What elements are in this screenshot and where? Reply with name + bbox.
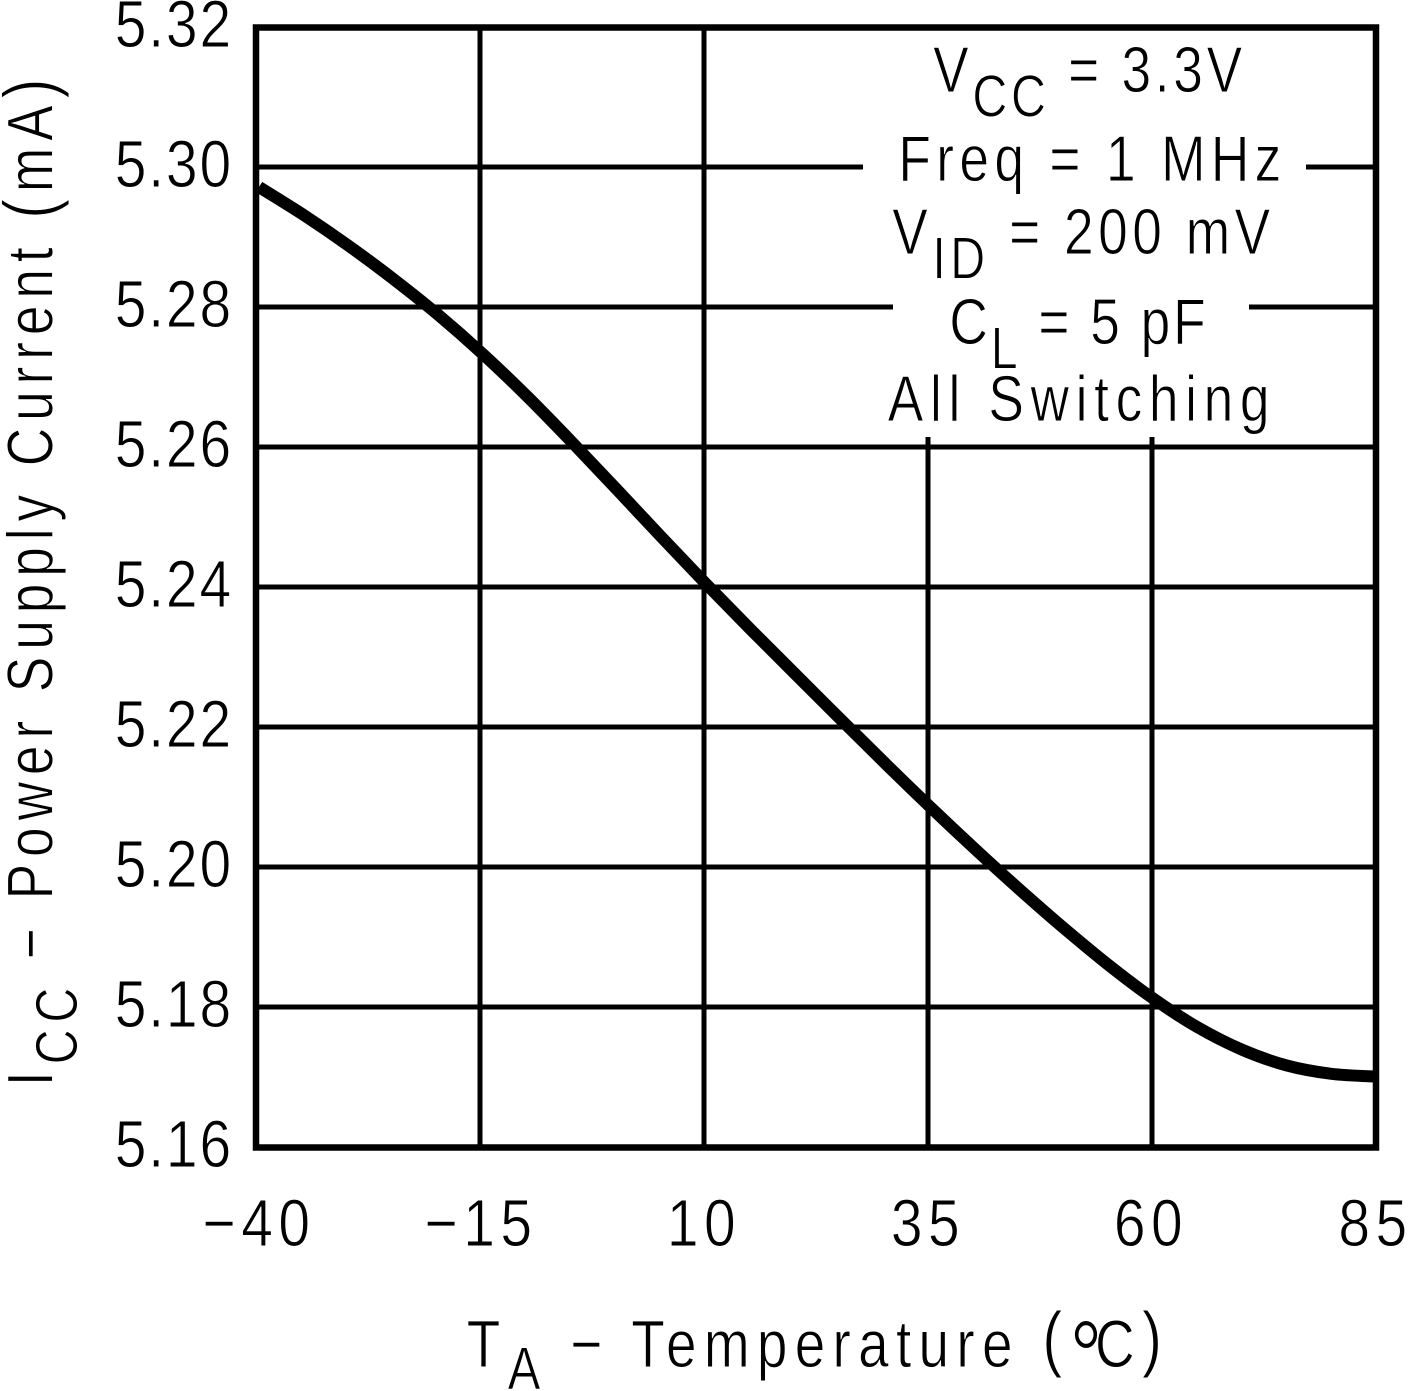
- svg-text:5.18: 5.18: [115, 968, 233, 1042]
- svg-text:5.20: 5.20: [115, 828, 233, 902]
- svg-text:All Switching: All Switching: [888, 362, 1276, 435]
- svg-text:−15: −15: [424, 1187, 537, 1261]
- svg-text:5.22: 5.22: [115, 688, 233, 762]
- svg-text:35: 35: [891, 1187, 965, 1261]
- svg-text:5.32: 5.32: [115, 0, 233, 62]
- svg-text:5.16: 5.16: [115, 1108, 233, 1182]
- svg-text:TA − Temperature (°C): TA − Temperature (°C): [467, 1298, 1169, 1391]
- svg-text:10: 10: [667, 1187, 741, 1261]
- svg-text:Freq = 1 MHz: Freq = 1 MHz: [898, 122, 1286, 195]
- svg-text:5.28: 5.28: [115, 268, 233, 342]
- svg-text:85: 85: [1338, 1187, 1409, 1261]
- svg-text:5.24: 5.24: [115, 548, 233, 622]
- svg-text:60: 60: [1114, 1187, 1188, 1261]
- svg-text:5.26: 5.26: [115, 408, 233, 482]
- svg-text:−40: −40: [202, 1187, 315, 1261]
- svg-text:5.30: 5.30: [115, 128, 233, 202]
